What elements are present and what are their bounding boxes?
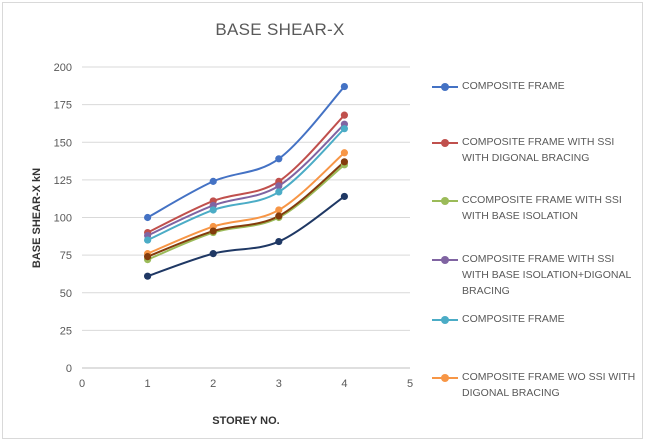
legend-label: CCOMPOSITE FRAME WITH SSI WITH BASE ISOL…	[462, 194, 622, 222]
x-tick-label: 5	[407, 378, 413, 390]
y-tick-label: 100	[54, 213, 72, 225]
series-line-1	[147, 85, 346, 219]
data-point	[340, 125, 348, 133]
y-tick-label: 0	[66, 363, 72, 375]
data-point	[340, 192, 348, 201]
y-tick-label: 200	[54, 62, 72, 74]
series-line-5	[147, 127, 346, 241]
x-tick-label: 1	[145, 378, 151, 390]
data-point	[209, 177, 217, 185]
legend-item: COMPOSITE FRAME WITH SSI WITH BASE ISOLA…	[432, 253, 638, 299]
series-line-6	[147, 152, 346, 255]
grid-lines	[82, 66, 410, 369]
chart-title: BASE SHEAR-X	[215, 20, 345, 39]
legend-swatch	[432, 314, 458, 326]
legend-label: COMPOSITE FRAME WO SSI WITH DIGONAL BRAC…	[462, 371, 636, 399]
y-tick-label: 75	[60, 250, 72, 262]
x-tick-label: 2	[210, 378, 216, 390]
data-point	[340, 111, 348, 119]
x-tick-label: 3	[276, 378, 282, 390]
x-tick-label: 4	[341, 378, 347, 390]
data-point	[144, 236, 152, 244]
legend-item: COMPOSITE FRAME	[432, 313, 638, 327]
legend-item: CCOMPOSITE FRAME WITH SSI WITH BASE ISOL…	[432, 194, 638, 224]
series-line-2	[147, 114, 346, 234]
legend-label: COMPOSITE FRAME WITH SSI WITH DIGONAL BR…	[462, 136, 615, 164]
y-tick-label: 50	[60, 288, 72, 300]
data-point	[275, 182, 283, 190]
legend-label: COMPOSITE FRAME	[462, 313, 565, 325]
series-line-3	[147, 164, 346, 261]
legend-item: COMPOSITE FRAME WO SSI WITH DIGONAL BRAC…	[432, 371, 638, 401]
data-point	[275, 188, 283, 196]
data-point	[340, 82, 348, 91]
legend-swatch	[432, 254, 458, 266]
series-lines	[147, 85, 346, 278]
y-axis-label: BASE SHEAR-X kN	[31, 168, 43, 268]
legend-swatch	[432, 81, 458, 93]
legend-label: COMPOSITE FRAME WITH SSI WITH BASE ISOLA…	[462, 253, 631, 297]
y-tick-label: 175	[54, 100, 72, 112]
legend-swatch	[432, 137, 458, 149]
data-point	[144, 253, 152, 261]
data-point	[144, 213, 152, 222]
data-point	[340, 158, 348, 166]
y-tick-label: 150	[54, 137, 72, 149]
legend-label: COMPOSITE FRAME	[462, 80, 565, 92]
x-axis-label: STOREY NO.	[212, 415, 279, 427]
data-point	[275, 212, 283, 220]
data-point	[275, 237, 283, 246]
data-point	[209, 250, 217, 258]
data-point	[144, 272, 152, 280]
x-tick-labels: 0 1 2 3 4 5	[79, 378, 413, 390]
series-points	[144, 82, 348, 280]
legend-swatch	[432, 195, 458, 207]
data-point	[209, 206, 217, 214]
data-point	[209, 227, 217, 235]
y-tick-labels: 0 25 50 75 100 125 150 175 200	[54, 62, 72, 375]
legend-swatch	[432, 372, 458, 384]
series-line-7	[147, 161, 346, 258]
legend-item: COMPOSITE FRAME	[432, 80, 638, 94]
y-tick-label: 25	[60, 325, 72, 337]
data-point	[340, 149, 348, 157]
y-tick-label: 125	[54, 175, 72, 187]
data-point	[275, 206, 283, 214]
series-line-8	[147, 195, 345, 278]
x-tick-label: 0	[79, 378, 85, 390]
data-point	[275, 155, 283, 163]
legend-item: COMPOSITE FRAME WITH SSI WITH DIGONAL BR…	[432, 136, 638, 166]
series-line-4	[147, 123, 346, 237]
